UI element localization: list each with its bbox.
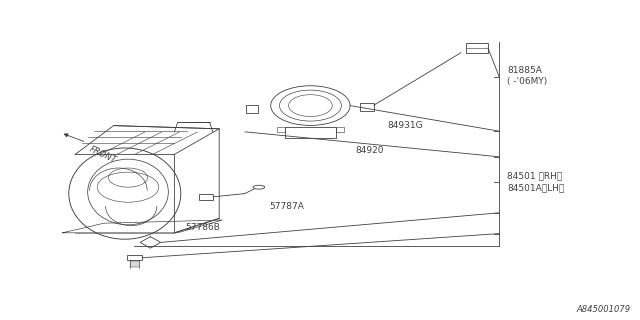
Text: 84501 〈RH〉: 84501 〈RH〉 bbox=[507, 172, 562, 181]
Bar bbox=[127, 255, 142, 260]
Text: FRONT: FRONT bbox=[88, 145, 118, 165]
Text: 84501A〈LH〉: 84501A〈LH〉 bbox=[507, 183, 564, 192]
Text: 84920: 84920 bbox=[355, 146, 384, 155]
Bar bbox=[199, 194, 213, 200]
Text: 57787A: 57787A bbox=[269, 202, 303, 211]
Text: 84931G: 84931G bbox=[387, 121, 423, 130]
Text: ( -'06MY): ( -'06MY) bbox=[507, 77, 547, 86]
Text: A845001079: A845001079 bbox=[576, 305, 630, 314]
Text: 57786B: 57786B bbox=[186, 223, 220, 232]
Bar bbox=[285, 127, 336, 138]
Bar bbox=[246, 105, 258, 113]
Text: 81885A: 81885A bbox=[507, 66, 541, 75]
Bar bbox=[466, 43, 488, 53]
Bar bbox=[360, 103, 374, 111]
Bar bbox=[336, 127, 344, 132]
Bar bbox=[277, 127, 285, 132]
